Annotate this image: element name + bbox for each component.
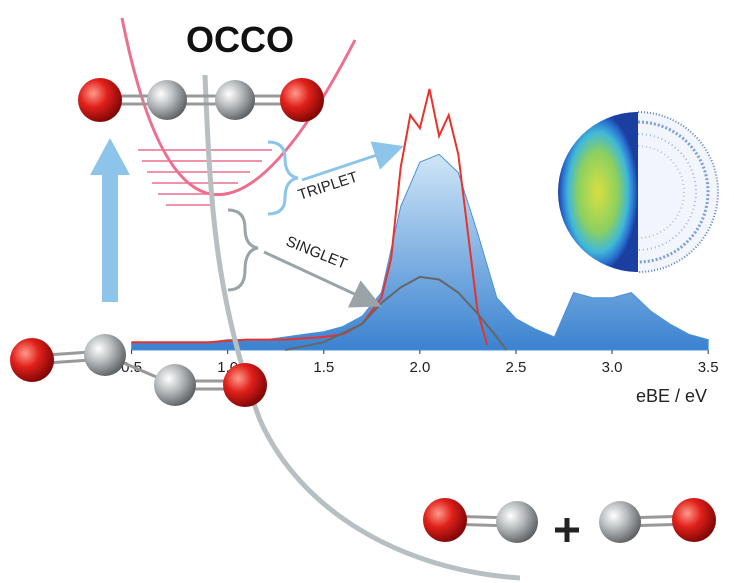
- x-tick-label: 2.0: [409, 359, 430, 376]
- triplet-brace: [268, 142, 298, 214]
- x-axis-label: eBE / eV: [636, 386, 707, 406]
- x-tick-label: 2.5: [506, 359, 527, 376]
- singlet-brace: [228, 210, 258, 290]
- vmi-image: [558, 112, 718, 272]
- vibrational-levels: [138, 150, 272, 205]
- excitation-arrow: [90, 138, 130, 302]
- linear-occo: [78, 78, 324, 122]
- x-tick-label: 3.0: [602, 359, 623, 376]
- co-plus-co: [423, 498, 716, 543]
- x-tick-label: 1.5: [313, 359, 334, 376]
- x-tick-label: 3.5: [698, 359, 719, 376]
- triplet-label: TRIPLET: [296, 169, 360, 204]
- figure: 0.51.01.52.02.53.03.5eBE / eV TRIPLET SI…: [0, 0, 734, 583]
- title: OCCO: [186, 19, 294, 60]
